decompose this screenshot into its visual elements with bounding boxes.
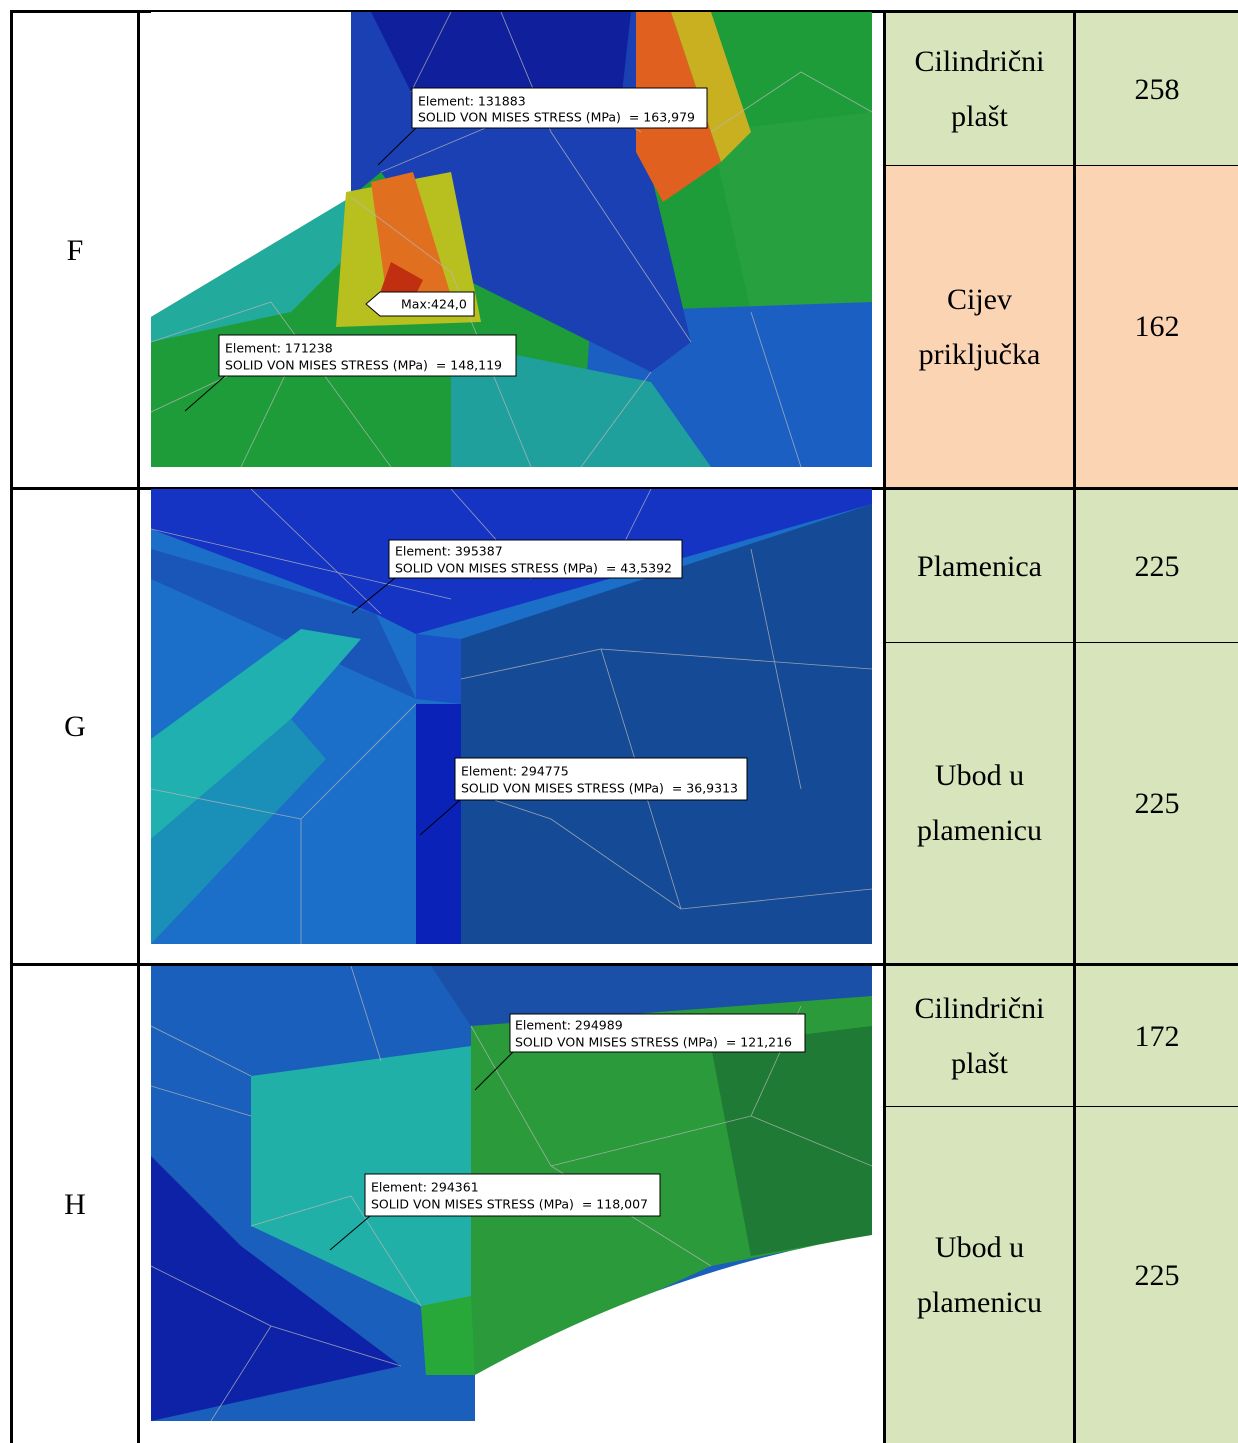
- max-label: Max:424,0: [401, 297, 467, 312]
- row-label: G: [10, 487, 138, 964]
- annotation-stress: SOLID VON MISES STRESS (MPa) = 43,5392: [395, 561, 672, 576]
- annotation-element: Element: 294361: [371, 1180, 479, 1195]
- annotation-stress: SOLID VON MISES STRESS (MPa) = 121,216: [515, 1035, 792, 1050]
- annotation-element: Element: 395387: [395, 544, 503, 559]
- part-value: 258: [1073, 10, 1238, 166]
- annotation-element: Element: 294775: [461, 764, 569, 779]
- annotation-element: Element: 294989: [515, 1018, 623, 1033]
- part-name: Ubod u plamenicu: [885, 642, 1074, 964]
- part-value: 172: [1073, 963, 1238, 1107]
- annotation-stress: SOLID VON MISES STRESS (MPa) = 118,007: [371, 1197, 648, 1212]
- part-name: Plamenica: [885, 487, 1074, 643]
- part-value: 162: [1073, 165, 1238, 488]
- part-name: Ubod u plamenicu: [885, 1106, 1074, 1443]
- fea-image: Element: 395387 SOLID VON MISES STRESS (…: [151, 489, 872, 944]
- part-name: Cilindrični plašt: [885, 963, 1074, 1107]
- annotation-stress: SOLID VON MISES STRESS (MPa) = 148,119: [225, 358, 502, 373]
- fea-image: Element: 294989 SOLID VON MISES STRESS (…: [151, 966, 872, 1421]
- part-name: Cilindrični plašt: [885, 10, 1074, 166]
- annotation-stress: SOLID VON MISES STRESS (MPa) = 163,979: [418, 110, 695, 125]
- annotation-element: Element: 171238: [225, 341, 333, 356]
- annotation-element: Element: 131883: [418, 94, 526, 109]
- row-label: H: [10, 963, 138, 1443]
- annotation-stress: SOLID VON MISES STRESS (MPa) = 36,9313: [461, 781, 738, 796]
- part-value: 225: [1073, 487, 1238, 643]
- fea-image: Element: 131883 SOLID VON MISES STRESS (…: [151, 12, 872, 467]
- row-label: F: [10, 10, 138, 488]
- part-value: 225: [1073, 642, 1238, 964]
- image-cell: [137, 963, 886, 1443]
- part-value: 225: [1073, 1106, 1238, 1443]
- part-name: Cijev priključka: [885, 165, 1074, 488]
